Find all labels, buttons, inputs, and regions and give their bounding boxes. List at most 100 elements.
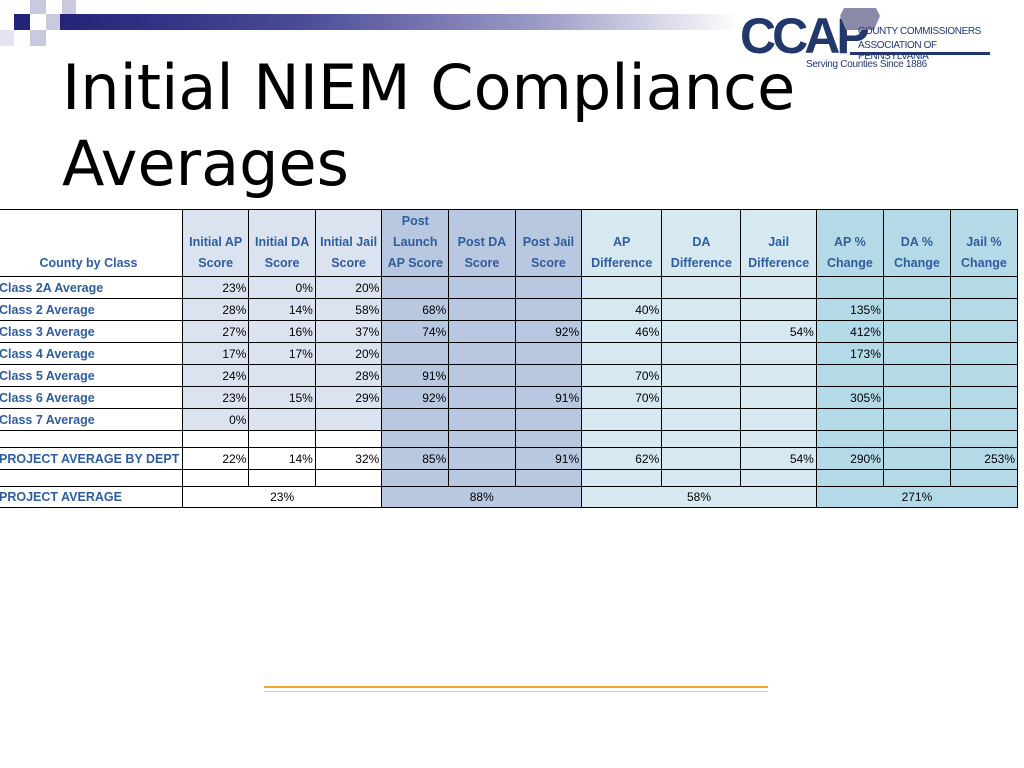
table-cell: 20%: [314, 276, 383, 299]
logo-tagline: Serving Counties Since 1886: [806, 59, 927, 70]
table-row: PROJECT AVERAGE BY DEPT 22% 14% 32% 85% 91% 62…: [0, 447, 1019, 470]
deco-square: [30, 30, 46, 46]
table-cell: [882, 430, 951, 448]
table-cell: [882, 298, 951, 321]
table-cell: [448, 276, 516, 299]
table-cell: [314, 469, 383, 487]
column-header: DA % Change: [882, 209, 951, 277]
table-cell: 23%: [181, 276, 250, 299]
table-cell: [514, 298, 583, 321]
table-cell: [661, 298, 742, 321]
logo-line-2: ASSOCIATION OF PENNSYLVANIA: [858, 40, 937, 62]
table-cell: [882, 276, 951, 299]
table-cell: 135%: [815, 298, 884, 321]
table-cell: [882, 408, 951, 431]
column-header: DA Difference: [661, 209, 742, 277]
table-cell: [949, 469, 1019, 487]
row-label: Class 2A Average: [0, 276, 183, 299]
table-cell: [581, 469, 663, 487]
deco-square: [46, 14, 62, 30]
table-cell: [740, 364, 817, 387]
table-cell: [248, 430, 316, 448]
logo-rule: [850, 52, 990, 55]
table-cell: 23%: [181, 386, 250, 409]
table-cell: 91%: [514, 386, 583, 409]
table-cell: 58%: [314, 298, 383, 321]
column-header: Jail Difference: [740, 209, 817, 277]
table-cell: [815, 430, 884, 448]
table-cell: [740, 342, 817, 365]
table-cell: [448, 320, 516, 343]
table-cell: [514, 364, 583, 387]
table-cell: [661, 469, 742, 487]
table-cell: [181, 469, 250, 487]
keystone-icon: [840, 8, 880, 30]
table-cell: 27%: [181, 320, 250, 343]
table-cell: [661, 276, 742, 299]
table-cell: [949, 386, 1019, 409]
table-cell: 16%: [248, 320, 316, 343]
table-cell: [661, 386, 742, 409]
table-cell: 28%: [181, 298, 250, 321]
table-cell: 15%: [248, 386, 316, 409]
table-cell: [448, 298, 516, 321]
table-cell: [882, 342, 951, 365]
table-cell: [448, 386, 516, 409]
table-cell: 412%: [815, 320, 884, 343]
table-cell: 28%: [314, 364, 383, 387]
table-cell: [661, 447, 742, 470]
table-cell: [882, 364, 951, 387]
project-average-post: 88%: [381, 486, 583, 508]
table-cell: [448, 364, 516, 387]
compliance-table: County by Class Initial AP Score Initial D…: [0, 209, 1019, 508]
table-cell: 173%: [815, 342, 884, 365]
row-label: [0, 469, 183, 487]
footer-accent-line: [264, 691, 768, 692]
table-cell: [314, 430, 383, 448]
slide-title: Initial NIEM Compliance Averages: [62, 51, 796, 200]
table-cell: [448, 342, 516, 365]
table-cell: 54%: [740, 447, 817, 470]
table-row: Class 5 Average 24% 28% 91% 70%: [0, 364, 1019, 387]
table-cell: [514, 469, 583, 487]
column-header: AP % Change: [815, 209, 884, 277]
table-cell: [514, 408, 583, 431]
table-cell: [581, 342, 663, 365]
table-cell: 91%: [514, 447, 583, 470]
row-label: Class 3 Average: [0, 320, 183, 343]
ccap-logo: CCAP COUNTY COMMISSIONERS ASSOCIATION OF…: [740, 8, 995, 72]
table-cell: [949, 364, 1019, 387]
table-cell: 70%: [581, 364, 663, 387]
table-cell: [949, 320, 1019, 343]
table-cell: [949, 408, 1019, 431]
table-cell: [314, 408, 383, 431]
table-cell: [181, 430, 250, 448]
row-label: Class 2 Average: [0, 298, 183, 321]
table-cell: 37%: [314, 320, 383, 343]
table-cell: [248, 408, 316, 431]
table-cell: [661, 320, 742, 343]
table-cell: 85%: [381, 447, 450, 470]
table-cell: 74%: [381, 320, 450, 343]
table-cell: 24%: [181, 364, 250, 387]
table-cell: [448, 447, 516, 470]
row-label: [0, 430, 183, 448]
row-label: PROJECT AVERAGE BY DEPT: [0, 447, 183, 470]
table-row: Class 7 Average 0%: [0, 408, 1019, 431]
table-cell: [740, 469, 817, 487]
table-cell: 20%: [314, 342, 383, 365]
table-cell: [882, 469, 951, 487]
table-cell: [949, 430, 1019, 448]
table-cell: [815, 469, 884, 487]
table-cell: [381, 469, 450, 487]
table-row: Class 2A Average 23% 0% 20%: [0, 276, 1019, 299]
table-cell: 70%: [581, 386, 663, 409]
table-cell: [661, 364, 742, 387]
table-cell: 91%: [381, 364, 450, 387]
table-cell: [514, 430, 583, 448]
project-average-change: 271%: [815, 486, 1019, 508]
table-cell: [882, 320, 951, 343]
table-cell: 92%: [381, 386, 450, 409]
table-cell: [448, 430, 516, 448]
table-cell: 0%: [181, 408, 250, 431]
